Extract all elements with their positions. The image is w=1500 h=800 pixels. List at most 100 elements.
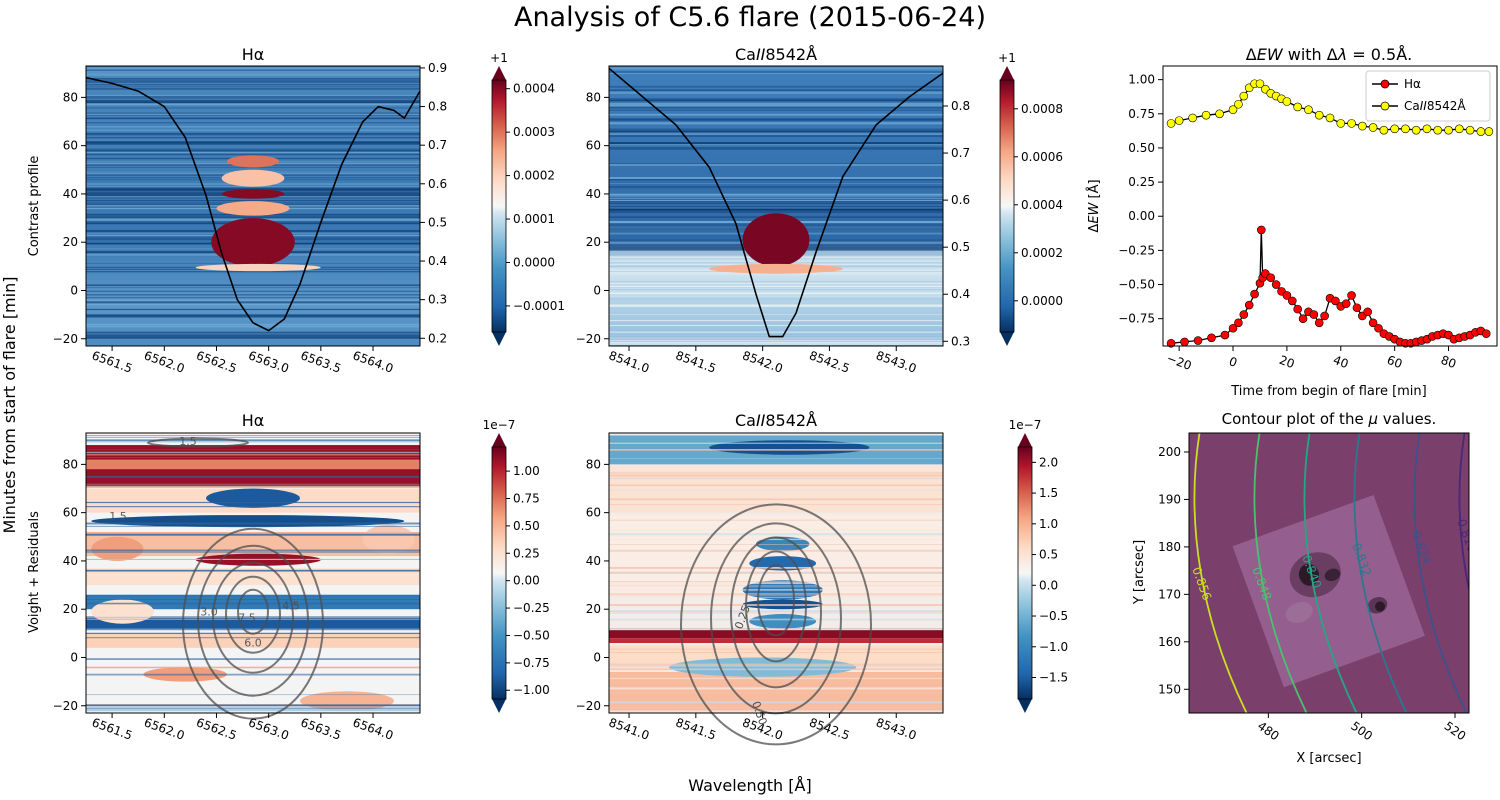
data-point — [1201, 110, 1211, 120]
noise-stripe — [86, 139, 420, 141]
data-point — [1228, 323, 1238, 333]
contour-line — [237, 588, 269, 635]
noise-stripe — [609, 91, 943, 94]
y-tick-label: 40 — [63, 554, 78, 568]
x-tick-label: 6563.0 — [247, 715, 291, 743]
legend-label-ha: Hα — [1404, 77, 1421, 91]
noise-stripe — [609, 652, 943, 654]
data-point — [1234, 318, 1243, 328]
noise-stripe — [609, 206, 943, 207]
panel-dew: ΔEW with Δλ = 0.5Å. ΔEW [Å] Time from be… — [1086, 45, 1498, 399]
x-tick-label: 8543.0 — [874, 715, 918, 743]
noise-stripe — [86, 216, 420, 219]
noise-stripe — [86, 150, 420, 152]
data-point — [1215, 109, 1224, 119]
ha-bottom-ylabel: Voight + Residuals — [27, 511, 42, 633]
noise-stripe — [609, 179, 943, 181]
noise-stripe — [609, 209, 943, 212]
mu-contour-line — [1458, 433, 1469, 594]
data-point — [1368, 123, 1378, 132]
colorbar-tick-label: 0.75 — [513, 491, 540, 505]
x-tick-label: 6563.5 — [299, 348, 343, 376]
data-point — [1422, 124, 1432, 134]
noise-stripe — [609, 131, 943, 133]
ha-bottom-title: Hα — [242, 411, 265, 430]
noise-stripe — [609, 287, 943, 289]
noise-stripe — [86, 271, 420, 273]
noise-stripe — [609, 197, 943, 200]
noise-stripe — [86, 435, 420, 436]
x-tick-label: 80 — [1439, 353, 1458, 371]
x-tick-label: 8542.5 — [807, 715, 851, 743]
emission-band — [211, 218, 295, 267]
colorbar-gradient — [492, 80, 506, 332]
noise-stripe — [609, 663, 943, 666]
noise-stripe — [609, 581, 943, 583]
y-tick-label: 150 — [1158, 682, 1181, 696]
y2-tick-label: 0.5 — [428, 215, 447, 229]
noise-stripe — [609, 648, 943, 651]
noise-stripe — [609, 331, 943, 333]
dew-title: ΔEW with Δλ = 0.5Å. — [1246, 45, 1412, 64]
noise-stripe — [86, 103, 420, 106]
data-point — [1341, 299, 1351, 308]
ca-top-xticks: 8541.0 8541.5 8542.0 8542.5 8543.0 — [607, 346, 918, 376]
residual-blob — [755, 536, 810, 552]
y2-tick-label: 0.6 — [951, 193, 970, 207]
x-tick-label: 6561.5 — [90, 348, 134, 376]
colorbar-max-arrow — [1000, 66, 1014, 80]
contour-label: 1.5 — [109, 510, 127, 523]
noise-stripe — [86, 570, 420, 572]
noise-stripe — [86, 618, 420, 620]
noise-stripe — [86, 107, 420, 109]
ca-top-frame — [608, 65, 944, 347]
noise-stripe — [609, 449, 943, 451]
noise-stripe — [609, 307, 943, 309]
y-tick-label: −20 — [53, 332, 78, 346]
data-point — [1250, 289, 1259, 299]
noise-stripe — [609, 612, 943, 614]
y-tick-label: 0 — [593, 650, 601, 664]
noise-stripe — [609, 288, 943, 289]
colorbar-tick-label: 0.50 — [513, 519, 540, 533]
contour-label: 4.5 — [282, 600, 300, 613]
noise-stripe — [609, 519, 943, 521]
ca-top-colorbar: 0.0000 0.0002 0.0004 0.0006 0.0008 +1 — [998, 51, 1063, 346]
residual-band — [609, 671, 943, 711]
noise-stripe — [609, 118, 943, 121]
mu-contour-line — [1353, 433, 1408, 713]
noise-stripe — [609, 177, 943, 179]
data-point — [1180, 337, 1189, 347]
data-point — [1484, 127, 1494, 136]
colorbar-gradient — [492, 447, 506, 699]
noise-stripe — [86, 451, 420, 454]
noise-stripe — [86, 94, 420, 97]
noise-stripe — [609, 89, 943, 92]
mu-contour-line — [1413, 433, 1468, 713]
noise-stripe — [609, 529, 943, 531]
colorbar-frame — [491, 446, 507, 700]
noise-stripe — [86, 325, 420, 328]
dew-ylabel: ΔEW [Å] — [1086, 179, 1102, 232]
noise-stripe — [609, 711, 943, 712]
data-point — [1314, 110, 1324, 120]
colorbar-offset-label: 1e−7 — [1009, 418, 1042, 432]
emission-band — [221, 189, 285, 199]
contour-label: 3.0 — [200, 606, 218, 619]
noise-stripe — [86, 440, 420, 442]
noise-stripe — [86, 88, 420, 90]
x-tick-label: 8541.5 — [674, 715, 718, 743]
y-tick-label: 0.50 — [1128, 141, 1155, 155]
x-tick-label: 8541.0 — [607, 715, 651, 743]
emission-band — [221, 169, 285, 187]
noise-stripe — [86, 658, 420, 660]
y-tick-label: 0.25 — [1128, 175, 1155, 189]
y2-tick-label: 0.9 — [428, 61, 447, 75]
noise-stripe — [86, 148, 420, 151]
noise-stripe — [609, 702, 943, 704]
data-point — [1193, 336, 1203, 345]
noise-stripe — [86, 136, 420, 139]
colorbar-tick-label: 0.0006 — [1021, 150, 1063, 164]
noise-stripe — [609, 312, 943, 315]
noise-stripe — [609, 201, 943, 202]
